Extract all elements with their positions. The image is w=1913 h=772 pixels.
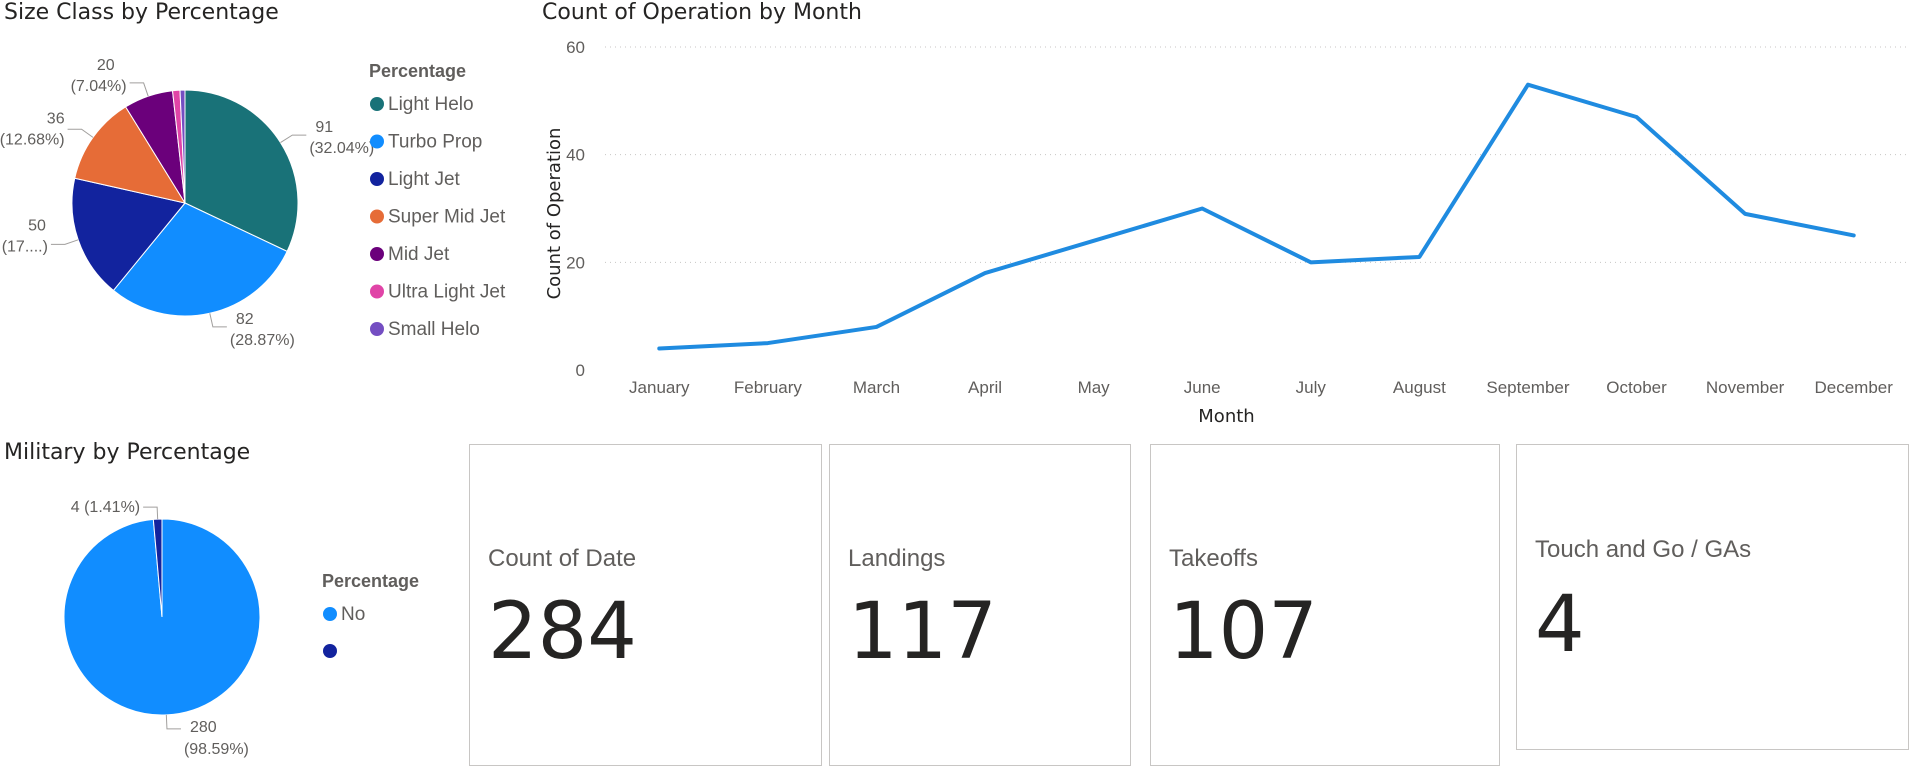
card-value: 117 [848,587,997,677]
leader-line [67,128,94,138]
data-point-february[interactable] [765,340,771,346]
x-tick-march: March [853,378,900,397]
y-tick-label: 20 [566,253,585,272]
x-tick-november: November [1706,378,1785,397]
data-point-june[interactable] [1199,206,1205,212]
data-label-value: 280 [190,719,217,736]
data-point-july[interactable] [1308,259,1314,265]
data-point-april[interactable] [982,270,988,276]
y-tick-label: 40 [566,146,585,165]
legend-swatch-turbo-prop[interactable] [370,134,384,149]
legend-item-super-mid-jet[interactable]: Super Mid Jet [388,207,506,228]
data-label-value: 91 [315,119,333,136]
pie-slice-turbo-prop[interactable] [112,202,288,317]
legend-item-light-jet[interactable]: Light Jet [388,169,461,190]
x-tick-may: May [1078,378,1111,397]
data-label-value: 36 [47,110,65,127]
card-value: 284 [488,587,637,677]
leader-line [129,82,149,97]
legend-swatch-blank[interactable] [323,644,337,658]
card-value: 107 [1169,587,1318,677]
data-point-august[interactable] [1416,254,1422,260]
military-title: Military by Percentage [4,440,251,465]
data-label-value: 50 [28,217,46,234]
card-value: 4 [1535,580,1585,670]
data-point-january[interactable] [656,345,662,351]
leader-line [143,506,159,520]
x-tick-june: June [1184,378,1221,397]
x-tick-october: October [1606,378,1667,397]
legend-title: Percentage [322,571,419,591]
data-label-value: 82 [236,311,254,328]
pie-slice-super-mid-jet[interactable] [74,106,187,204]
data-point-december[interactable] [1851,232,1857,238]
card-takeoffs[interactable]: Takeoffs 107 [1150,444,1500,766]
data-label-value: 20 [97,57,115,74]
legend-swatch-ultra-light-jet[interactable] [370,284,384,299]
legend-swatch-mid-jet[interactable] [370,247,384,261]
x-tick-january: January [629,378,690,397]
size-class-pie-chart[interactable]: 91 (32.04%) 82 (28.87%) 50 (17....) 36 (12.68%)… [0,0,520,360]
card-label: Landings [848,545,946,572]
pie-slice-small-helo[interactable] [179,89,186,204]
data-point-november[interactable] [1742,211,1748,217]
card-landings[interactable]: Landings 117 [829,444,1131,766]
leader-line [50,239,79,245]
card-label: Takeoffs [1169,545,1258,572]
x-tick-december: December [1814,378,1893,397]
legend-item-mid-jet[interactable]: Mid Jet [388,244,450,265]
x-tick-september: September [1486,378,1569,397]
pie-slice-light-jet[interactable] [71,177,186,292]
legend-title: Percentage [369,61,466,81]
size-class-title: Size Class by Percentage [4,0,279,25]
card-count-of-date[interactable]: Count of Date 284 [469,444,822,766]
pie-slice-blank[interactable] [152,518,163,618]
x-tick-february: February [734,378,803,397]
data-label: 4 (1.41%) [71,499,140,516]
data-label-percent: (12.68%) [0,131,65,148]
x-tick-august: August [1393,378,1446,397]
leader-line [209,313,227,328]
legend-item-ultra-light-jet[interactable]: Ultra Light Jet [388,282,506,303]
card-touch-and-go[interactable]: Touch and Go / GAs 4 [1516,444,1909,750]
series-line[interactable] [657,82,1856,351]
line-chart-title: Count of Operation by Month [542,0,862,25]
legend-item-small-helo[interactable]: Small Helo [388,319,480,340]
military-pie-chart[interactable]: 280 (98.59%) 4 (1.41%) Percentage No [0,440,470,770]
data-label-percent: (98.59%) [184,741,249,758]
legend-swatch-light-helo[interactable] [370,97,384,111]
y-tick-label: 60 [566,38,585,57]
data-point-october[interactable] [1634,114,1640,120]
leader-line [280,134,307,144]
legend-item-light-helo[interactable]: Light Helo [388,94,474,115]
legend-swatch-super-mid-jet[interactable] [370,209,384,224]
x-tick-july: July [1296,378,1327,397]
legend-swatch-light-jet[interactable] [370,172,384,186]
legend-item-turbo-prop[interactable]: Turbo Prop [388,132,482,153]
operation-line-chart[interactable]: 0 20 40 60 January February March April May June J… [530,0,1910,440]
legend-swatch-small-helo[interactable] [370,322,384,336]
y-axis-title: Count of Operation [544,128,565,300]
data-point-march[interactable] [873,324,879,330]
data-label-percent: (7.04%) [71,78,127,95]
card-label: Count of Date [488,545,637,572]
data-point-may[interactable] [1091,238,1097,244]
card-label: Touch and Go / GAs [1535,536,1752,563]
y-tick-label: 0 [576,361,585,380]
data-point-september[interactable] [1525,82,1531,88]
legend-item-no[interactable]: No [341,604,365,625]
legend-swatch-no[interactable] [323,607,337,621]
data-label-percent: (17....) [2,238,48,255]
x-tick-april: April [968,378,1002,397]
x-axis-title: Month [1198,406,1254,427]
leader-line [165,714,181,730]
pie-slice-light-helo[interactable] [184,89,299,253]
data-label-percent: (28.87%) [230,332,295,349]
data-label-percent: (32.04%) [309,140,374,157]
